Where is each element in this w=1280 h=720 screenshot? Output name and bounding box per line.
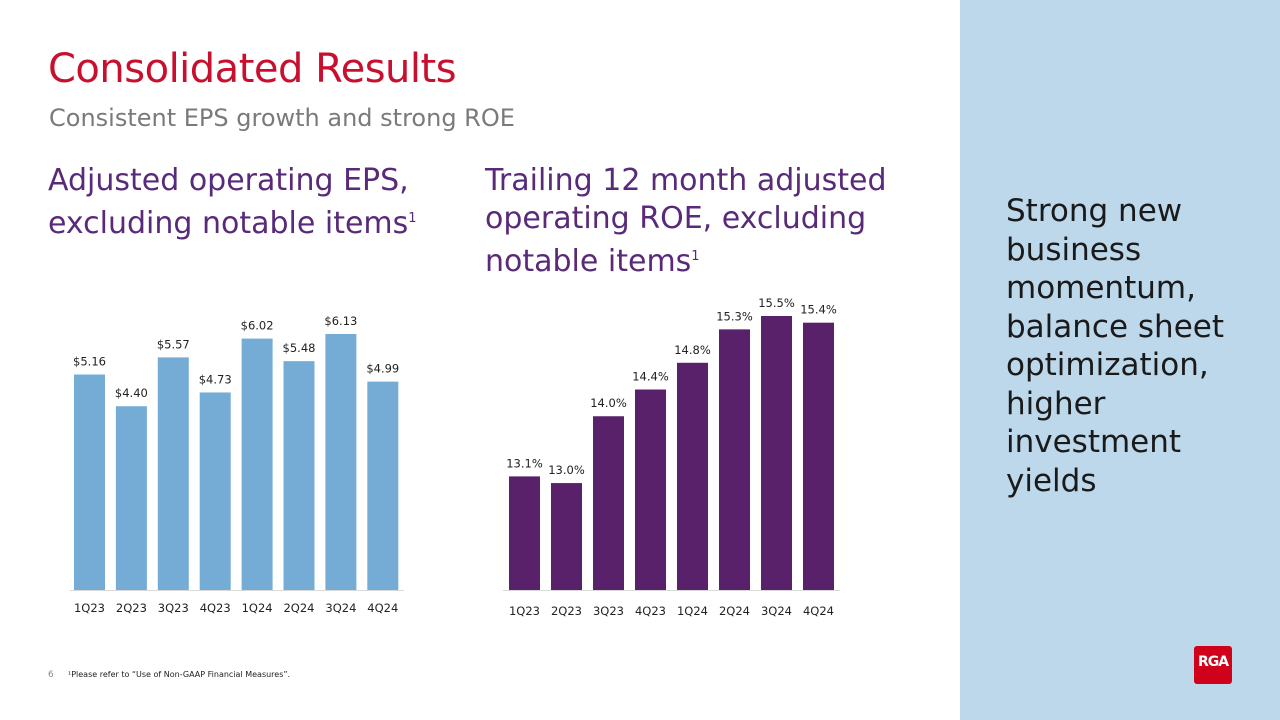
roe-bar-3q24 (761, 316, 792, 590)
roe-tick-label-2q24: 2Q24 (719, 604, 750, 618)
eps-bar-3q23 (157, 357, 189, 590)
roe-data-label-3q24: 15.5% (758, 296, 795, 310)
roe-data-label-2q23: 13.0% (548, 463, 585, 477)
eps-tick-label-3q23: 3Q23 (158, 601, 189, 615)
eps-data-label-1q23: $5.16 (73, 355, 106, 369)
roe-bar-4q23 (635, 389, 666, 590)
eps-tick-label-4q23: 4Q23 (200, 601, 231, 615)
roe-bar-3q23 (593, 416, 624, 590)
page-title: Consolidated Results (48, 46, 457, 92)
roe-tick-label-1q23: 1Q23 (509, 604, 540, 618)
eps-tick-label-2q23: 2Q23 (116, 601, 147, 615)
eps-bar-1q24 (241, 338, 273, 590)
roe-tick-label-2q23: 2Q23 (551, 604, 582, 618)
roe-data-label-4q24: 15.4% (800, 303, 837, 317)
charts-canvas: $5.16 1Q23 $4.40 2Q23 $5.57 3Q23 $4.73 4Q23 $6.0… (70, 296, 840, 618)
roe-bar-chart: 13.1% 1Q23 13.0% 2Q23 14.0% 3Q23 14.4% 4Q23 14.8… (503, 296, 840, 618)
roe-data-label-1q23: 13.1% (506, 456, 543, 470)
roe-data-label-4q23: 14.4% (632, 370, 669, 384)
rga-logo: RGA (1194, 646, 1232, 684)
page-number: 6 (48, 670, 54, 680)
roe-bar-2q23 (551, 483, 582, 590)
eps-bar-4q23 (199, 392, 231, 590)
roe-tick-label-1q24: 1Q24 (677, 604, 708, 618)
eps-chart-title: Adjusted operating EPS, excluding notabl… (48, 162, 468, 243)
roe-data-label-2q24: 15.3% (716, 309, 753, 323)
eps-tick-label-3q24: 3Q24 (325, 601, 356, 615)
roe-chart-title-text: Trailing 12 month adjusted operating ROE… (485, 163, 887, 279)
roe-data-label-3q23: 14.0% (590, 396, 627, 410)
eps-tick-label-2q24: 2Q24 (283, 601, 314, 615)
eps-bar-2q23 (115, 406, 147, 590)
eps-data-label-3q24: $6.13 (324, 314, 357, 328)
roe-bar-2q24 (719, 329, 750, 590)
roe-bar-1q23 (509, 476, 540, 590)
eps-tick-label-4q24: 4Q24 (367, 601, 398, 615)
roe-bar-4q24 (803, 322, 834, 590)
roe-tick-label-4q24: 4Q24 (803, 604, 834, 618)
roe-data-label-1q24: 14.8% (674, 343, 711, 357)
eps-bar-3q24 (325, 334, 357, 590)
eps-bar-1q23 (74, 374, 105, 590)
sidebar-takeaway-text: Strong new business momentum, balance sh… (1006, 193, 1224, 499)
roe-tick-label-3q24: 3Q24 (761, 604, 792, 618)
eps-chart-title-text: Adjusted operating EPS, excluding notabl… (48, 163, 409, 241)
eps-data-label-1q24: $6.02 (241, 319, 274, 333)
page-subtitle: Consistent EPS growth and strong ROE (49, 104, 515, 132)
roe-chart-title-footnote-mark: 1 (691, 249, 700, 264)
eps-data-label-4q24: $4.99 (366, 362, 399, 376)
footnote: ¹Please refer to “Use of Non-GAAP Financ… (68, 670, 291, 679)
eps-bar-2q24 (283, 361, 315, 590)
sidebar-panel: Strong new business momentum, balance sh… (960, 0, 1280, 720)
eps-data-label-3q23: $5.57 (157, 337, 190, 351)
eps-bar-4q24 (367, 381, 399, 590)
roe-chart-title: Trailing 12 month adjusted operating ROE… (485, 162, 925, 281)
eps-tick-label-1q24: 1Q24 (242, 601, 273, 615)
eps-data-label-2q23: $4.40 (115, 386, 148, 400)
eps-data-label-2q24: $5.48 (283, 341, 316, 355)
eps-tick-label-1q23: 1Q23 (74, 601, 105, 615)
roe-tick-label-4q23: 4Q23 (635, 604, 666, 618)
roe-tick-label-3q23: 3Q23 (593, 604, 624, 618)
eps-bar-chart: $5.16 1Q23 $4.40 2Q23 $5.57 3Q23 $4.73 4Q23 $6.0… (70, 314, 404, 615)
roe-bar-1q24 (677, 362, 708, 590)
eps-data-label-4q23: $4.73 (199, 372, 232, 386)
eps-chart-title-footnote-mark: 1 (408, 211, 417, 226)
